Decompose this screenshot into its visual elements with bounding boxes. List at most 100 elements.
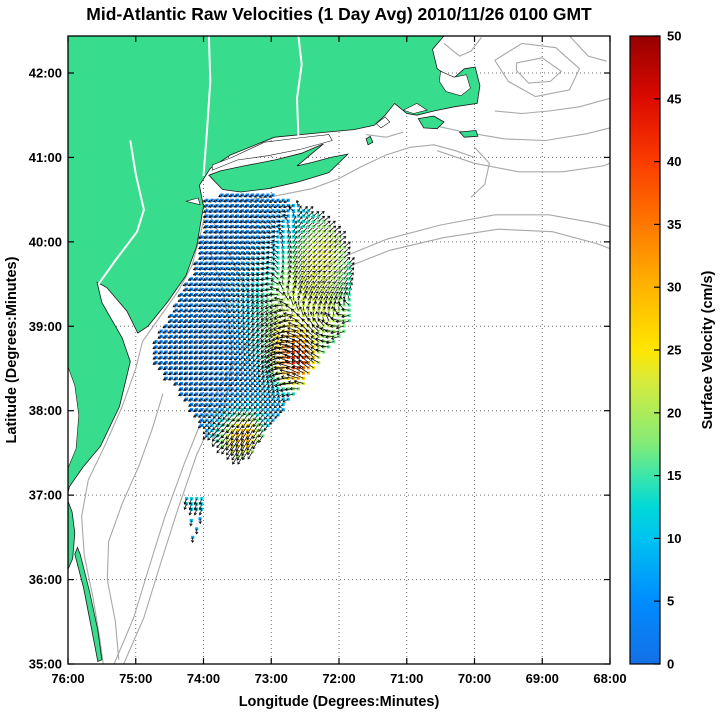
velocity-arrow [254,393,258,398]
velocity-arrow [273,398,279,403]
velocity-dot [332,277,336,281]
velocity-arrow [291,359,304,369]
velocity-arrow [241,430,248,442]
y-tick-label: 35:00 [29,657,62,672]
velocity-arrow [223,341,228,345]
velocity-arrow [243,225,248,229]
velocity-arrow [217,293,223,297]
velocity-dot [195,340,199,344]
velocity-dot [159,350,163,354]
velocity-arrow [188,351,192,355]
velocity-arrow [306,323,314,332]
velocity-arrow [207,430,213,435]
velocity-arrow [197,309,202,313]
velocity-dot [266,219,270,223]
velocity-dot [322,287,326,291]
velocity-arrow [223,199,228,203]
velocity-arrow [335,325,345,330]
velocity-arrow [228,357,233,361]
velocity-arrow [228,194,233,198]
velocity-arrow [222,304,228,308]
velocity-dot [261,355,265,359]
velocity-arrow [202,267,208,271]
velocity-arrow [238,351,243,356]
velocity-arrow [208,377,213,381]
velocity-arrow [222,277,228,282]
velocity-dot [291,340,295,344]
velocity-arrow [223,320,228,324]
velocity-arrow [251,325,258,331]
velocity-arrow [291,347,304,358]
velocity-arrow [208,382,213,386]
velocity-arrow [218,256,223,261]
velocity-arrow [256,257,263,261]
velocity-arrow [208,214,213,219]
velocity-arrow [256,330,264,337]
velocity-dot [306,277,311,281]
velocity-arrow [243,204,248,208]
velocity-arrow [213,346,218,350]
velocity-dot [296,277,300,281]
velocity-arrow [223,256,228,261]
velocity-arrow [217,419,223,426]
velocity-arrow [233,351,238,356]
velocity-arrow [167,351,172,355]
velocity-arrow [305,329,314,337]
velocity-dot [312,277,316,281]
velocity-arrow [283,312,294,316]
velocity-dot [306,287,311,291]
velocity-arrow [193,366,197,370]
velocity-arrow [252,357,258,362]
velocity-arrow [223,246,228,250]
velocity-arrow [253,404,258,410]
velocity-arrow [232,283,238,287]
velocity-arrow [246,273,253,277]
velocity-arrow [257,241,263,245]
velocity-dot [347,287,351,291]
velocity-dot [337,251,341,255]
velocity-arrow [182,314,187,318]
velocity-arrow [223,398,228,403]
velocity-arrow [216,435,223,443]
velocity-arrow [242,262,248,266]
velocity-arrow [265,271,273,275]
velocity-arrow [192,288,197,292]
velocity-dot [195,381,199,386]
velocity-arrow [268,299,279,303]
velocity-arrow [192,304,197,308]
velocity-arrow [232,309,238,314]
velocity-arrow [207,277,213,282]
velocity-arrow [226,419,233,428]
velocity-arrow [264,367,274,373]
velocity-arrow [258,425,264,432]
velocity-dot [261,204,265,208]
velocity-dot [195,371,199,375]
velocity-arrow [258,378,264,383]
velocity-arrow [278,281,284,290]
velocity-arrow [253,378,258,383]
velocity-arrow [304,355,314,363]
velocity-arrow [189,520,193,527]
velocity-arrow [216,440,223,449]
velocity-arrow [192,277,197,282]
velocity-arrow [272,244,279,248]
velocity-arrow [252,440,258,450]
velocity-arrow [272,220,279,224]
velocity-dot [195,355,199,359]
velocity-dot [225,245,229,249]
velocity-dot [245,219,250,223]
x-tick-label: 71:00 [390,671,423,686]
velocity-arrow [213,235,218,240]
velocity-dot [256,219,260,223]
velocity-arrow [239,388,243,393]
velocity-arrow [247,257,253,261]
velocity-arrow [304,344,314,353]
velocity-dot [245,198,250,202]
velocity-arrow [192,283,197,287]
velocity-dot [261,381,265,386]
velocity-arrow [152,361,157,365]
velocity-arrow [223,330,228,334]
velocity-arrow [223,315,228,319]
velocity-arrow [273,296,284,301]
velocity-arrow [203,393,208,397]
